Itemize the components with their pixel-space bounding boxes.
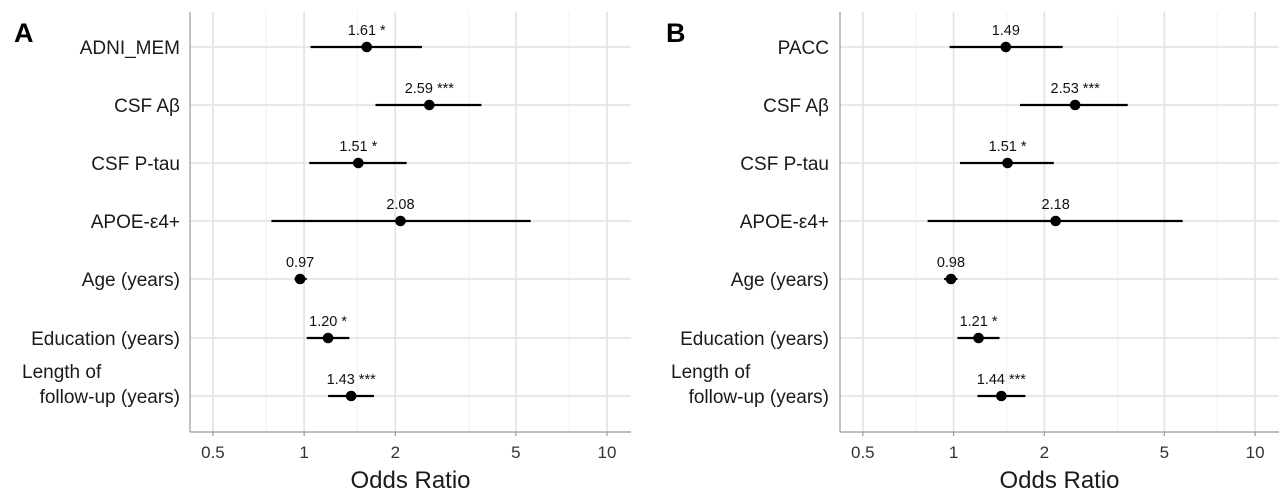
odds-ratio-label: 2.08 (386, 197, 414, 213)
odds-ratio-point (1069, 99, 1081, 111)
x-tick-label: 5 (511, 443, 520, 462)
odds-ratio-label: 0.98 (937, 255, 965, 271)
row-label: CSF Aβ (763, 96, 829, 117)
row-label: Age (years) (82, 270, 180, 291)
odds-ratio-point (973, 332, 984, 344)
panel-letter: B (666, 18, 686, 48)
odds-ratio-label: 0.97 (286, 255, 314, 271)
odds-ratio-label: 1.43 *** (327, 372, 377, 388)
row-label-line: follow-up (years) (40, 387, 180, 408)
row-label-line: Length of (671, 362, 751, 383)
odds-ratio-point (1000, 41, 1012, 53)
row-label: CSF P-tau (740, 154, 829, 175)
odds-ratio-point (322, 332, 334, 344)
row-label-line: Length of (22, 362, 102, 383)
row-label: ADNI_MEM (80, 38, 180, 59)
odds-ratio-label: 1.61 * (348, 23, 386, 39)
row-label: CSF Aβ (114, 96, 180, 117)
panel-letter: A (14, 18, 34, 48)
odds-ratio-point (361, 41, 373, 53)
odds-ratio-point (945, 273, 957, 285)
odds-ratio-label: 2.59 *** (405, 81, 455, 97)
panel-b: B 0.5 1 2 5 10 Odds Ratio PACC 1.49 CSF Aβ 2.53 **… (666, 12, 1279, 494)
row-label: CSF P-tau (91, 154, 180, 175)
row-label: PACC (778, 38, 829, 59)
odds-ratio-label: 1.51 * (989, 139, 1027, 155)
odds-ratio-label: 1.51 * (339, 139, 377, 155)
x-tick-label: 0.5 (201, 443, 225, 462)
x-tick-label: 10 (1246, 443, 1265, 462)
row-label-line: follow-up (years) (689, 387, 829, 408)
x-tick-label: 1 (299, 443, 308, 462)
odds-ratio-point (996, 390, 1007, 402)
odds-ratio-label: 1.49 (992, 23, 1020, 39)
row-label: APOE-ε4+ (91, 212, 180, 233)
row-label: Education (years) (680, 329, 829, 350)
row-label: APOE-ε4+ (740, 212, 829, 233)
panel-a: A 0.5 1 2 5 10 Odds Ratio ADNI_MEM 1.61 * CSF Aβ 2… (14, 12, 631, 494)
x-tick-label: 1 (949, 443, 958, 462)
odds-ratio-label: 1.21 * (960, 314, 998, 330)
x-tick-label: 2 (391, 443, 400, 462)
x-tick-label: 2 (1040, 443, 1049, 462)
odds-ratio-point (294, 273, 306, 285)
odds-ratio-label: 1.20 * (309, 314, 347, 330)
row-label: Age (years) (731, 270, 829, 291)
row-label: Education (years) (31, 329, 180, 350)
x-tick-label: 5 (1160, 443, 1169, 462)
row-label: Length of follow-up (years) (22, 362, 180, 408)
x-tick-label: 10 (598, 443, 617, 462)
odds-ratio-point (1002, 157, 1013, 169)
x-tick-label: 0.5 (851, 443, 875, 462)
odds-ratio-label: 2.18 (1042, 197, 1070, 213)
odds-ratio-point (424, 99, 435, 111)
odds-ratio-label: 2.53 *** (1051, 81, 1101, 97)
odds-ratio-point (1050, 215, 1061, 227)
odds-ratio-point (353, 157, 364, 169)
x-axis-title: Odds Ratio (999, 467, 1119, 494)
odds-ratio-label: 1.44 *** (977, 372, 1027, 388)
row-label: Length of follow-up (years) (671, 362, 829, 408)
odds-ratio-point (395, 215, 406, 227)
odds-ratio-point (345, 390, 357, 402)
x-axis-title: Odds Ratio (350, 467, 470, 494)
